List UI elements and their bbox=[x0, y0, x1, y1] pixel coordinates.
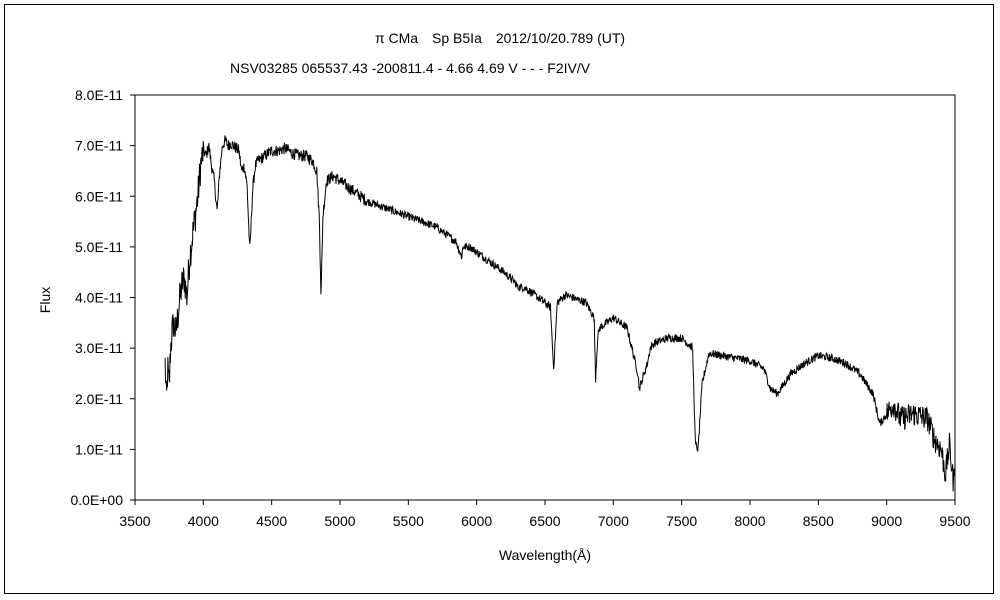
y-tick-label: 6.0E-11 bbox=[75, 188, 123, 204]
y-tick-label: 8.0E-11 bbox=[75, 87, 123, 103]
x-tick-label: 6500 bbox=[529, 513, 560, 529]
x-tick-label: 7500 bbox=[666, 513, 697, 529]
x-tick-label: 5500 bbox=[393, 513, 424, 529]
y-tick-label: 4.0E-11 bbox=[75, 290, 123, 306]
plot-area bbox=[134, 94, 956, 501]
y-tick-label: 1.0E-11 bbox=[75, 441, 123, 457]
y-tick-label: 0.0E+00 bbox=[70, 492, 123, 508]
x-tick-label: 4000 bbox=[188, 513, 219, 529]
x-tick-label: 3500 bbox=[119, 513, 150, 529]
chart-subtitle: NSV03285 065537.43 -200811.4 - 4.66 4.69… bbox=[230, 60, 591, 76]
x-axis: 3500 4000 4500 5000 5500 6000 6500 7000 7500 8000… bbox=[119, 500, 971, 529]
chart-title: π CMa Sp B5Ia 2012/10/20.789 (UT) bbox=[374, 30, 626, 46]
x-tick-label: 9000 bbox=[871, 513, 902, 529]
y-axis: 0.0E+00 1.0E-11 2.0E-11 3.0E-11 4.0E-11 5.0E-… bbox=[70, 87, 135, 508]
x-tick-label: 7000 bbox=[598, 513, 629, 529]
y-tick-label: 3.0E-11 bbox=[75, 340, 123, 356]
y-tick-label: 2.0E-11 bbox=[75, 391, 123, 407]
flux-series-line bbox=[164, 135, 956, 492]
x-tick-label: 8500 bbox=[803, 513, 834, 529]
chart-frame bbox=[4, 4, 994, 594]
x-tick-label: 5000 bbox=[324, 513, 355, 529]
y-tick-label: 5.0E-11 bbox=[75, 239, 123, 255]
y-tick-label: 7.0E-11 bbox=[75, 138, 123, 154]
x-tick-label: 6000 bbox=[461, 513, 492, 529]
y-axis-label: Flux bbox=[37, 287, 53, 313]
x-tick-label: 4500 bbox=[256, 513, 287, 529]
x-tick-label: 8000 bbox=[734, 513, 765, 529]
x-axis-label: Wavelength(Å) bbox=[499, 547, 591, 563]
x-tick-label: 9500 bbox=[939, 513, 970, 529]
